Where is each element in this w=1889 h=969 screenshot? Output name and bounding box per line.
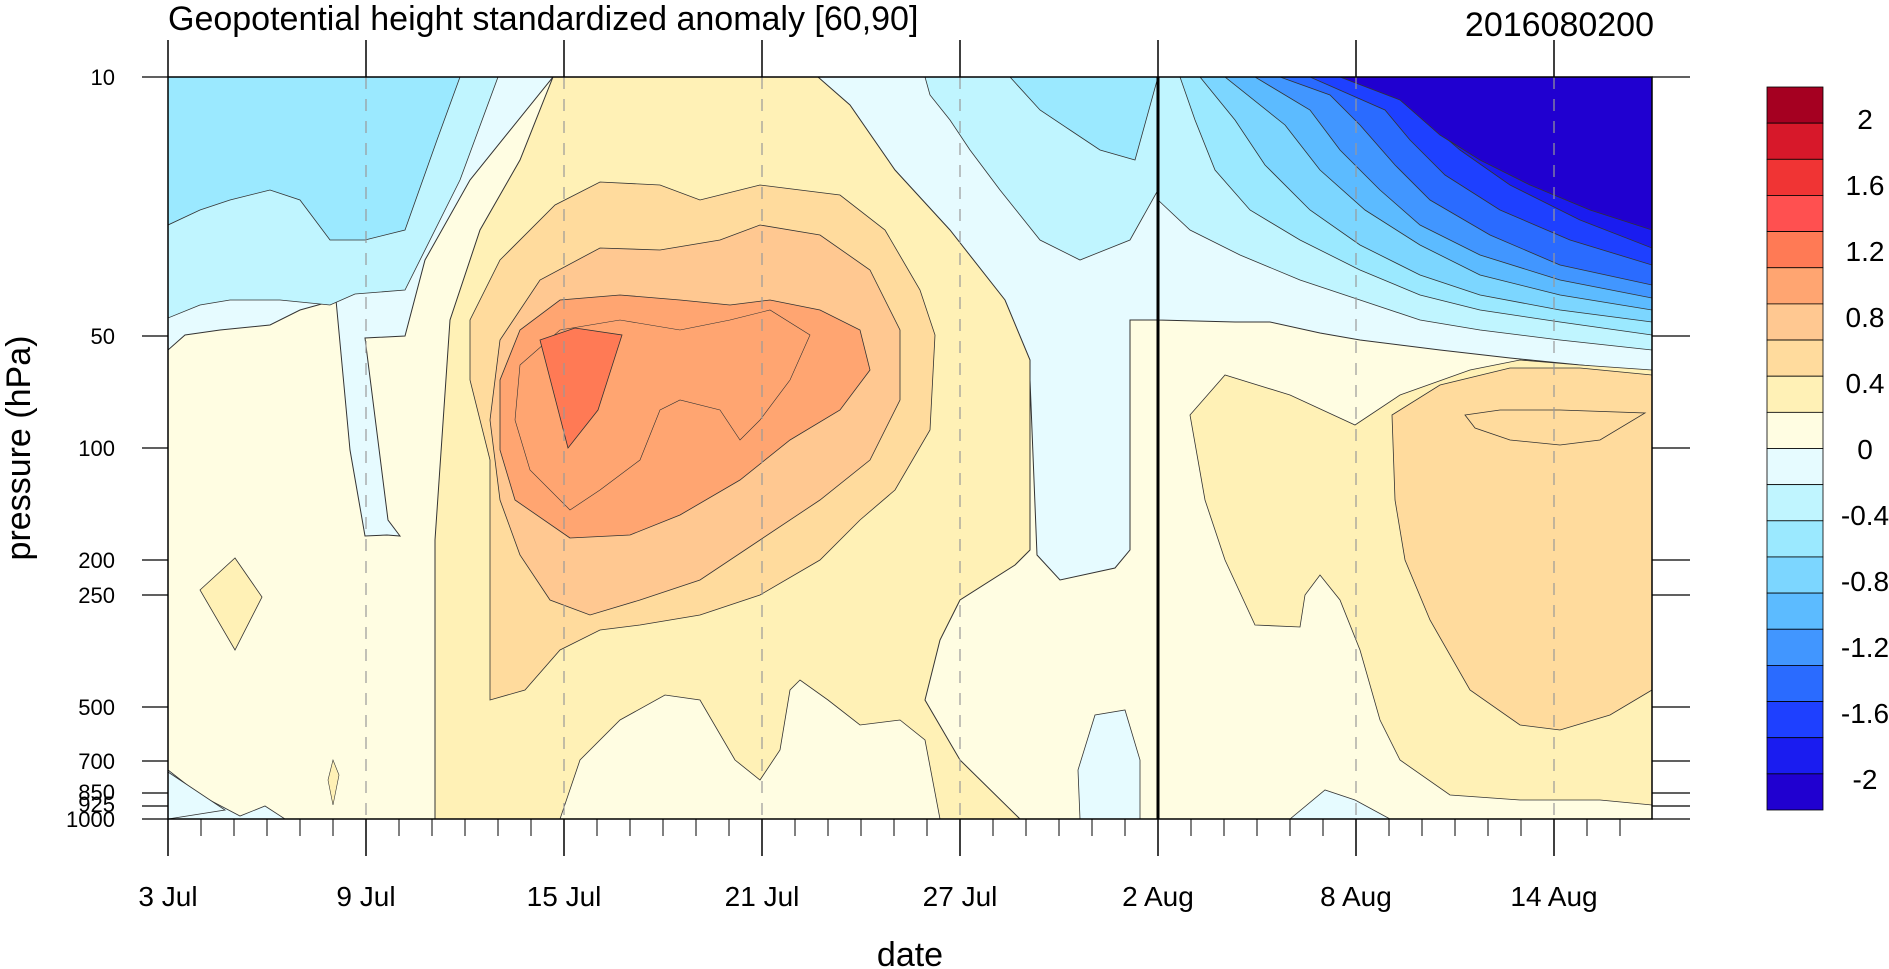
contour-neg-surface-right [1289,789,1391,819]
y-tick-700: 700 [78,749,115,774]
x-minor-ticks [167,819,1621,836]
x-tick-labels: 3 Jul 9 Jul 15 Jul 21 Jul 27 Jul 2 Aug 8… [138,881,1597,912]
colorbar [1766,86,1824,811]
cb-label-neg0.4: -0.4 [1841,500,1889,531]
colorbar-swatch [1766,195,1824,232]
y-tick-labels: 10 50 100 200 250 500 700 850 925 1000 [66,65,115,832]
cb-label-0.8: 0.8 [1846,302,1885,333]
colorbar-swatch [1766,231,1824,269]
contour-pos-left-tiny [327,759,340,806]
cb-label-neg1.2: -1.2 [1841,632,1889,663]
colorbar-swatch [1766,520,1824,558]
cb-label-0: 0 [1857,434,1873,465]
date-gridlines [365,77,1555,819]
x-tick-15jul: 15 Jul [527,881,602,912]
colorbar-swatch [1766,339,1824,377]
colorbar-swatch [1766,448,1824,486]
colorbar-swatch [1766,158,1824,196]
colorbar-swatch [1766,628,1824,666]
contour-neg-blob [1077,709,1141,819]
colorbar-swatch [1766,737,1824,775]
colorbar-labels: 2 1.6 1.2 0.8 0.4 0 -0.4 -0.8 -1.2 -1.6 … [1841,104,1889,795]
y-axis-label: pressure (hPa) [0,336,38,561]
chart-title: Geopotential height standardized anomaly… [168,0,918,38]
contour-neg-jul-end-c [1009,77,1159,161]
cb-label-0.4: 0.4 [1846,368,1885,399]
x-major-ticks [167,40,1555,856]
y-tick-250: 250 [78,583,115,608]
x-tick-2aug: 2 Aug [1122,881,1194,912]
y-tick-850: 850 [78,780,115,805]
y-tick-lines [142,76,1690,820]
contour-neg-r10 [1339,77,1652,231]
contour-pos-r2 [1391,367,1652,731]
y-tick-925: 925 [78,792,115,817]
y-tick-100: 100 [78,436,115,461]
x-tick-9jul: 9 Jul [336,881,395,912]
x-tick-27jul: 27 Jul [923,881,998,912]
chart-subtitle: 2016080200 [1465,6,1654,44]
cb-label-1.6: 1.6 [1846,170,1885,201]
x-tick-3jul: 3 Jul [138,881,197,912]
contour-pos-left-blob [199,557,263,651]
cb-label-2: 2 [1857,104,1873,135]
x-tick-8aug: 8 Aug [1320,881,1392,912]
x-tick-14aug: 14 Aug [1510,881,1597,912]
contour-zero-low [559,679,941,819]
y-tick-1000: 1000 [66,807,115,832]
colorbar-swatch [1766,303,1824,341]
colorbar-swatch [1766,86,1824,124]
y-tick-10: 10 [91,65,115,90]
x-axis-label: date [877,936,943,969]
contour-neg-c [168,77,461,241]
y-tick-500: 500 [78,695,115,720]
colorbar-swatch [1766,375,1824,413]
colorbar-swatch [1766,556,1824,594]
y-tick-200: 200 [78,548,115,573]
colorbar-swatch [1766,411,1824,449]
colorbar-swatch [1766,701,1824,739]
contour-neg-bottom-left [168,771,227,819]
cb-label-neg2: -2 [1853,764,1878,795]
colorbar-swatch [1766,773,1824,811]
contour-pos-6 [539,327,623,449]
contour-field [168,77,1652,819]
cb-label-neg0.8: -0.8 [1841,566,1889,597]
colorbar-swatch [1766,122,1824,160]
colorbar-swatch [1766,267,1824,305]
cb-label-neg1.6: -1.6 [1841,698,1889,729]
contour-pos-r3 [1464,409,1647,446]
colorbar-swatch [1766,665,1824,702]
cb-label-1.2: 1.2 [1846,236,1885,267]
colorbar-swatch [1766,592,1824,630]
x-tick-21jul: 21 Jul [725,881,800,912]
y-tick-50: 50 [91,324,115,349]
colorbar-swatch [1766,484,1824,522]
